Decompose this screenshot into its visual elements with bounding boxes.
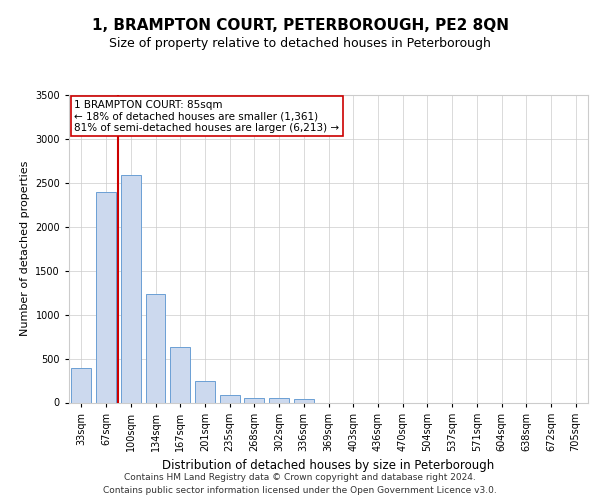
Bar bbox=[195, 380, 215, 402]
Bar bbox=[71, 368, 91, 402]
Bar bbox=[220, 394, 239, 402]
Text: Size of property relative to detached houses in Peterborough: Size of property relative to detached ho… bbox=[109, 38, 491, 51]
Bar bbox=[170, 346, 190, 403]
Bar bbox=[96, 192, 116, 402]
Bar bbox=[294, 399, 314, 402]
Text: 1, BRAMPTON COURT, PETERBOROUGH, PE2 8QN: 1, BRAMPTON COURT, PETERBOROUGH, PE2 8QN bbox=[91, 18, 509, 32]
Bar bbox=[121, 175, 140, 402]
Text: Contains HM Land Registry data © Crown copyright and database right 2024.: Contains HM Land Registry data © Crown c… bbox=[124, 472, 476, 482]
Text: Contains public sector information licensed under the Open Government Licence v3: Contains public sector information licen… bbox=[103, 486, 497, 495]
X-axis label: Distribution of detached houses by size in Peterborough: Distribution of detached houses by size … bbox=[163, 459, 494, 472]
Text: 1 BRAMPTON COURT: 85sqm
← 18% of detached houses are smaller (1,361)
81% of semi: 1 BRAMPTON COURT: 85sqm ← 18% of detache… bbox=[74, 100, 340, 133]
Bar bbox=[244, 398, 264, 402]
Bar bbox=[269, 398, 289, 402]
Bar bbox=[146, 294, 166, 403]
Y-axis label: Number of detached properties: Number of detached properties bbox=[20, 161, 29, 336]
